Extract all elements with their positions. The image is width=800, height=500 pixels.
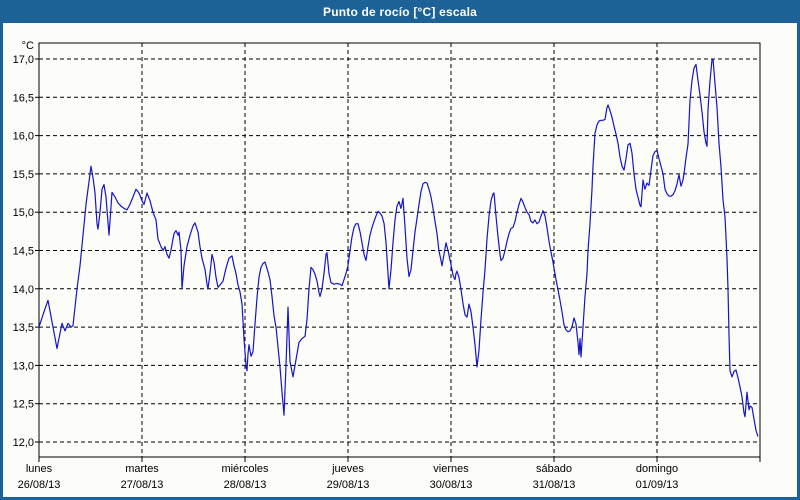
x-date-label: 29/08/13	[327, 479, 370, 491]
x-day-label: sábado	[536, 463, 572, 475]
x-date-label: 01/09/13	[636, 479, 679, 491]
y-tick-label: 14,0	[13, 284, 34, 296]
window-titlebar: Punto de rocío [°C] escala	[3, 3, 797, 23]
y-tick-label: 12,5	[13, 399, 34, 411]
x-date-label: 31/08/13	[533, 479, 576, 491]
y-tick-label: 16,5	[13, 92, 34, 104]
x-date-label: 27/08/13	[121, 479, 164, 491]
y-tick-label: 13,0	[13, 360, 34, 372]
y-tick-label: 17,0	[13, 54, 34, 66]
series-layer	[38, 58, 759, 437]
axis-layer	[35, 42, 761, 462]
grid-layer	[39, 43, 760, 457]
y-tick-label: 12,0	[13, 437, 34, 449]
y-tick-label: 15,0	[13, 207, 34, 219]
y-tick-label: 15,5	[13, 169, 34, 181]
x-day-label: domingo	[636, 463, 678, 475]
chart-title: Punto de rocío [°C] escala	[322, 5, 478, 19]
dew-point-chart-canvas: 17,0 16,5 16,0 15,5 15,0 14,5 14,0 13,5 13,0 12,5…	[13, 40, 761, 491]
x-day-label: viernes	[433, 463, 469, 475]
x-date-label: 28/08/13	[224, 479, 267, 491]
y-tick-label: 16,0	[13, 131, 34, 143]
x-day-label: lunes	[26, 463, 53, 475]
x-date-label: 26/08/13	[18, 479, 61, 491]
x-day-label: martes	[125, 463, 159, 475]
label-layer: 17,0 16,5 16,0 15,5 15,0 14,5 14,0 13,5 13,0 12,5…	[13, 40, 679, 491]
x-date-label: 30/08/13	[430, 479, 473, 491]
dew-point-line	[38, 58, 759, 437]
plot-border	[38, 42, 761, 458]
y-tick-label: 13,5	[13, 322, 34, 334]
y-axis-unit-label: °C	[22, 40, 34, 52]
x-day-label: jueves	[331, 463, 364, 475]
x-day-label: miércoles	[221, 463, 269, 475]
y-tick-label: 14,5	[13, 246, 34, 258]
